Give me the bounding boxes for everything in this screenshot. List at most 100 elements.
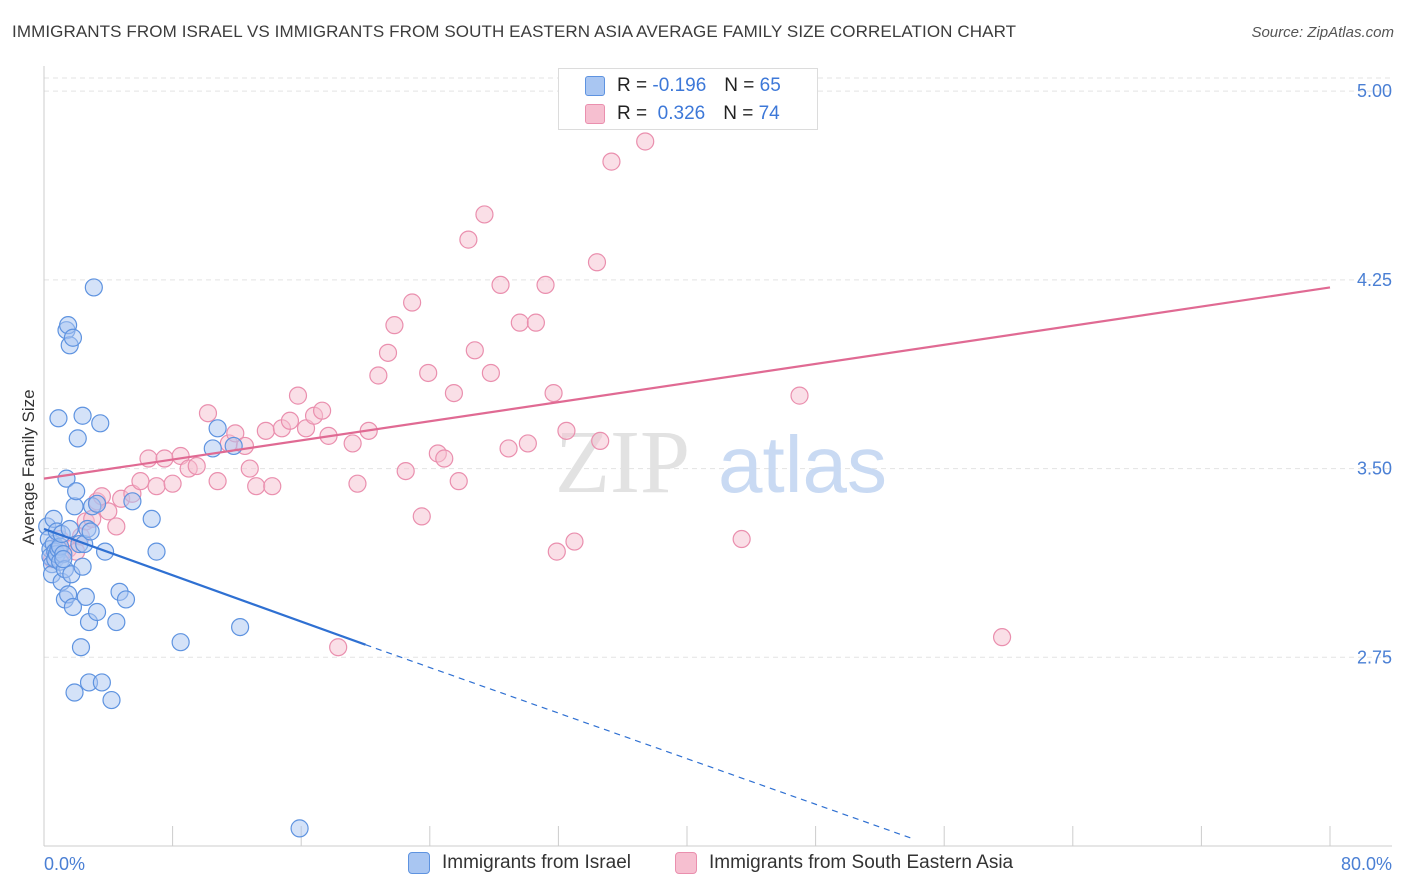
stats-n-value: 74 — [758, 103, 780, 124]
trend-lines — [43, 286, 1331, 840]
data-point-sea — [263, 477, 282, 496]
data-point-sea — [131, 472, 150, 491]
data-point-israel — [81, 522, 100, 541]
data-point-israel — [147, 542, 166, 561]
data-point-sea — [163, 474, 182, 493]
y-tick-label: 4.25 — [1357, 270, 1392, 290]
y-tick-label: 3.50 — [1357, 459, 1392, 479]
data-point-sea — [280, 411, 300, 430]
data-point-sea — [107, 517, 126, 536]
data-point-israel — [87, 494, 107, 513]
data-point-israel — [65, 497, 84, 516]
data-point-israel — [73, 406, 92, 425]
data-point-israel — [123, 492, 142, 511]
data-point-israel — [68, 429, 87, 448]
data-point-sea — [403, 293, 422, 312]
series-south-eastern-asia — [42, 132, 1012, 657]
data-point-israel — [71, 638, 91, 657]
data-point-israel — [231, 617, 250, 637]
y-axis-label: Average Family Size — [19, 389, 38, 545]
data-point-sea — [396, 461, 415, 481]
data-point-israel — [65, 683, 84, 702]
tick-labels: 2.75 3.50 4.25 5.00 0.0% 80.0% — [44, 81, 1392, 874]
data-point-sea — [491, 275, 510, 295]
x-tick-label: 80.0% — [1341, 854, 1392, 874]
data-point-sea — [992, 628, 1012, 647]
stats-r-label: R = — [617, 103, 648, 124]
legend-swatch-sea — [675, 852, 697, 874]
data-point-sea — [565, 532, 584, 551]
data-point-sea — [449, 472, 468, 491]
data-point-sea — [247, 477, 266, 496]
stats-r-value: 0.326 — [657, 103, 706, 124]
data-point-sea — [636, 132, 655, 151]
stats-row-israel: R = -0.196 N = 65 — [585, 73, 781, 99]
data-point-israel — [67, 482, 86, 501]
data-point-sea — [435, 449, 454, 468]
data-point-israel — [63, 597, 83, 617]
trend-line-israel-extension — [365, 644, 913, 840]
stats-n-value: 65 — [759, 75, 781, 96]
data-point-israel — [102, 690, 121, 710]
data-point-israel — [116, 590, 136, 609]
stats-legend: R = -0.196 N = 65 R = 0.326 N = 74 — [558, 68, 818, 130]
data-point-sea — [187, 456, 206, 476]
data-point-sea — [385, 316, 404, 335]
data-point-sea — [499, 439, 518, 458]
data-point-sea — [587, 253, 607, 272]
data-point-sea — [155, 449, 174, 468]
y-tick-label: 2.75 — [1357, 647, 1392, 667]
watermark-zip: ZIP — [555, 413, 690, 512]
data-point-sea — [602, 152, 621, 171]
data-point-sea — [329, 638, 348, 657]
data-point-sea — [256, 421, 275, 440]
data-point-sea — [790, 386, 809, 405]
data-point-israel — [91, 414, 110, 433]
trend-line-sea — [43, 286, 1331, 480]
israel-swatch — [585, 76, 605, 96]
data-point-sea — [732, 529, 751, 549]
series-israel — [38, 278, 309, 838]
data-point-sea — [547, 542, 566, 561]
data-point-israel — [92, 673, 111, 692]
chart-title: IMMIGRANTS FROM ISRAEL VS IMMIGRANTS FRO… — [12, 22, 1017, 41]
data-point-sea — [378, 343, 398, 362]
data-point-sea — [343, 434, 362, 453]
stats-n-label: N = — [723, 103, 754, 124]
legend-swatch-israel — [408, 852, 430, 874]
data-point-israel — [208, 419, 227, 438]
data-point-israel — [290, 819, 309, 838]
data-point-sea — [475, 205, 494, 224]
legend-label-sea: Immigrants from South Eastern Asia — [709, 852, 1014, 873]
data-point-sea — [465, 341, 484, 360]
data-point-sea — [536, 275, 555, 295]
watermark: ZIP atlas — [555, 413, 887, 512]
data-point-sea — [208, 472, 227, 491]
data-point-israel — [171, 633, 190, 652]
data-point-sea — [412, 507, 431, 526]
data-point-israel — [87, 602, 107, 622]
y-tick-label: 5.00 — [1357, 81, 1392, 101]
legend-item-sea[interactable]: Immigrants from South Eastern Asia — [675, 852, 1013, 874]
data-point-sea — [369, 366, 388, 385]
data-point-israel — [54, 550, 73, 569]
data-point-sea — [459, 230, 478, 249]
trend-line-israel — [43, 527, 366, 646]
data-point-sea — [240, 459, 259, 478]
data-point-sea — [481, 363, 500, 383]
data-point-israel — [73, 557, 92, 576]
data-point-sea — [544, 383, 563, 403]
legend-item-israel[interactable]: Immigrants from Israel — [408, 852, 631, 874]
data-point-israel — [63, 328, 83, 347]
sea-swatch — [585, 104, 605, 124]
source-label: Source: ZipAtlas.com — [1251, 24, 1394, 41]
stats-r-label: R = — [617, 75, 648, 96]
data-point-sea — [288, 386, 308, 405]
stats-row-sea: R = 0.326 N = 74 — [585, 101, 780, 127]
data-point-sea — [198, 404, 218, 423]
data-point-israel — [142, 509, 161, 529]
data-point-sea — [510, 313, 529, 332]
data-point-israel — [107, 612, 126, 632]
data-point-sea — [557, 421, 576, 440]
data-point-sea — [591, 431, 610, 451]
